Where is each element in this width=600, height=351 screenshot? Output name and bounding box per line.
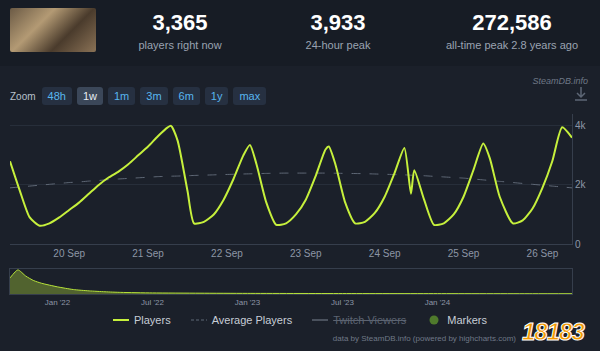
svg-text:0: 0 <box>575 239 581 250</box>
html-text:1y: 1y <box>210 90 223 102</box>
html-text:Twitch Viewers: Twitch Viewers <box>333 314 407 326</box>
html-text:272,586: 272,586 <box>472 10 552 35</box>
html-text:1m: 1m <box>114 90 130 102</box>
html-text:Players: Players <box>134 314 171 326</box>
html-text:6m: 6m <box>178 90 194 102</box>
html-text:3m: 3m <box>146 90 162 102</box>
svg-text:24 Sep: 24 Sep <box>369 248 401 259</box>
html-text:3,933: 3,933 <box>310 10 366 35</box>
svg-text:23 Sep: 23 Sep <box>290 248 322 259</box>
svg-text:22 Sep: 22 Sep <box>211 248 243 259</box>
svg-text:4k: 4k <box>575 120 587 131</box>
html-text:max: max <box>239 90 261 102</box>
svg-text:25 Sep: 25 Sep <box>448 248 480 259</box>
html-text:Average Players: Average Players <box>211 314 293 326</box>
svg-text:Jan '22: Jan '22 <box>45 298 71 307</box>
html-text:players right now: players right now <box>138 39 222 51</box>
html-text:data by SteamDB.info (powered: data by SteamDB.info (powered by highcha… <box>332 334 516 343</box>
html-text:3,365: 3,365 <box>152 10 208 35</box>
html-text:1w: 1w <box>82 90 97 102</box>
html-text:18183: 18183 <box>522 318 584 345</box>
svg-text:2k: 2k <box>575 179 587 190</box>
svg-text:Jan '23: Jan '23 <box>235 298 261 307</box>
svg-text:Jul '22: Jul '22 <box>141 298 164 307</box>
html-text:Markers: Markers <box>447 314 487 326</box>
html-text:48h: 48h <box>47 90 66 102</box>
html-text:SteamDB.info: SteamDB.info <box>532 76 588 86</box>
svg-text:20 Sep: 20 Sep <box>53 248 85 259</box>
html-text:24-hour peak: 24-hour peak <box>305 39 371 51</box>
svg-text:26 Sep: 26 Sep <box>527 248 559 259</box>
svg-text:Jan '24: Jan '24 <box>425 298 451 307</box>
svg-text:21 Sep: 21 Sep <box>132 248 164 259</box>
html-text:Zoom: Zoom <box>10 90 36 102</box>
html-text:all-time peak 2.8 years ago: all-time peak 2.8 years ago <box>446 39 578 51</box>
svg-text:Jul '23: Jul '23 <box>331 298 354 307</box>
